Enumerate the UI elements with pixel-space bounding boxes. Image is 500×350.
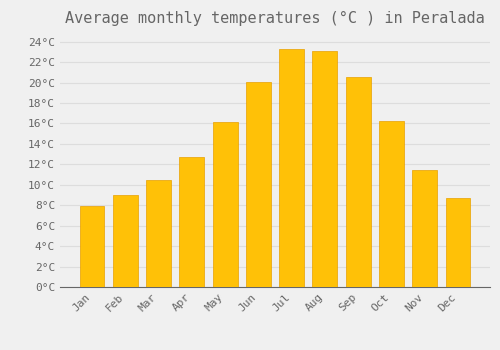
Bar bbox=[379, 121, 404, 287]
Bar bbox=[346, 77, 370, 287]
Bar bbox=[146, 180, 171, 287]
Bar bbox=[180, 157, 204, 287]
Bar bbox=[312, 51, 338, 287]
Bar bbox=[446, 198, 470, 287]
Bar bbox=[279, 49, 304, 287]
Bar bbox=[80, 206, 104, 287]
Bar bbox=[212, 122, 238, 287]
Bar bbox=[412, 170, 437, 287]
Bar bbox=[246, 82, 271, 287]
Bar bbox=[113, 195, 138, 287]
Title: Average monthly temperatures (°C ) in Peralada: Average monthly temperatures (°C ) in Pe… bbox=[65, 11, 485, 26]
